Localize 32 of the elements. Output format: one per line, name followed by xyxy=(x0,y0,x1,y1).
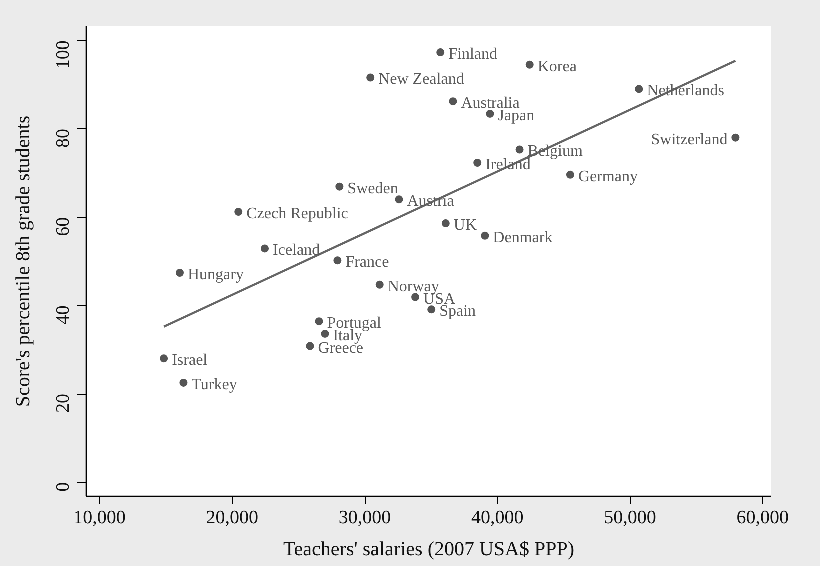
x-tick-label: 60,000 xyxy=(736,508,790,528)
annotation: Hungary xyxy=(188,266,244,284)
x-tick-label: 10,000 xyxy=(74,508,126,528)
annotation: Sweden xyxy=(348,180,398,198)
annotation: France xyxy=(346,254,390,272)
x-tick-label: 40,000 xyxy=(472,508,524,528)
y-tick-label: 40 xyxy=(53,306,74,325)
y-tick-label: 0 xyxy=(53,482,74,492)
y-tick-label: 80 xyxy=(53,128,74,148)
annotation: New Zealand xyxy=(378,71,464,88)
annotation: Iceland xyxy=(273,242,320,260)
annotation: Israel xyxy=(172,352,208,370)
y-tick-label: 100 xyxy=(53,40,74,70)
annotation: Denmark xyxy=(493,229,553,246)
annotation: Portugal xyxy=(327,315,382,332)
annotation: Turkey xyxy=(192,376,238,394)
annotation: Spain xyxy=(440,303,476,320)
annotation: Norway xyxy=(388,278,440,296)
annotation: Switzerland xyxy=(651,131,728,148)
x-tick-label: 50,000 xyxy=(604,508,656,528)
x-axis-title: Teachers' salaries (2007 USA$ PPP) xyxy=(283,538,575,560)
annotation: UK xyxy=(454,217,478,234)
y-axis-title: Score's percentile 8th grade students xyxy=(12,116,34,408)
y-tick-label: 60 xyxy=(53,217,74,236)
annotation: Korea xyxy=(538,58,577,76)
y-tick-label: 20 xyxy=(53,394,74,414)
annotation: Germany xyxy=(578,168,638,186)
annotation: Finland xyxy=(448,46,498,64)
annotation: Czech Republic xyxy=(246,206,348,223)
annotation: Japan xyxy=(498,107,535,124)
x-tick-label: 20,000 xyxy=(206,508,259,528)
x-tick-label: 30,000 xyxy=(338,508,392,528)
